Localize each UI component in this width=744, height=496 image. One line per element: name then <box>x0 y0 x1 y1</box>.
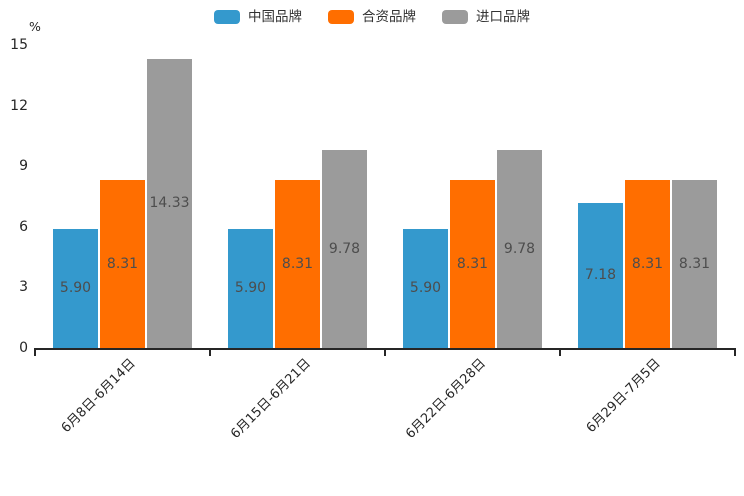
bar-1-group-0: 8.31 <box>100 180 145 348</box>
y-tick-label: 9 <box>19 158 28 175</box>
bar-value-label: 5.90 <box>409 280 442 297</box>
bar-0-group-0: 5.90 <box>53 228 98 348</box>
bar-0-group-1: 5.90 <box>228 228 273 348</box>
x-category-label: 6月29日-7月5日 <box>584 356 665 436</box>
legend-swatch-icon <box>442 10 468 24</box>
bar-2-group-0: 14.33 <box>147 58 192 348</box>
x-axis-tick <box>734 348 736 356</box>
bar-value-label: 8.31 <box>678 256 711 273</box>
bar-0-group-3: 7.18 <box>578 202 623 348</box>
bar-0-group-2: 5.90 <box>403 228 448 348</box>
x-category-label: 6月8日-6月14日 <box>59 356 140 436</box>
bar-value-label: 7.18 <box>584 267 617 284</box>
bar-2-group-1: 9.78 <box>322 150 367 348</box>
y-tick-label: 3 <box>19 279 28 296</box>
bar-value-label: 9.78 <box>328 241 361 258</box>
y-axis-unit-label: % <box>29 19 41 34</box>
x-axis-tick <box>209 348 211 356</box>
legend-item-1[interactable]: 合资品牌 <box>328 8 416 26</box>
bar-2-group-2: 9.78 <box>497 150 542 348</box>
bar-1-group-1: 8.31 <box>275 180 320 348</box>
legend-label: 合资品牌 <box>362 9 416 25</box>
y-tick-label: 6 <box>19 218 28 235</box>
y-tick-label: 12 <box>10 97 28 114</box>
bar-value-label: 8.31 <box>631 256 664 273</box>
bar-value-label: 14.33 <box>149 195 190 212</box>
bar-value-label: 8.31 <box>456 256 489 273</box>
legend-swatch-icon <box>214 10 240 24</box>
legend-label: 进口品牌 <box>476 9 530 25</box>
bar-value-label: 8.31 <box>106 256 139 273</box>
x-category-label: 6月22日-6月28日 <box>403 356 490 442</box>
bar-value-label: 9.78 <box>503 241 536 258</box>
legend: 中国品牌 合资品牌 进口品牌 <box>0 8 744 26</box>
x-category-label: 6月15日-6月21日 <box>228 356 315 442</box>
bar-value-label: 5.90 <box>234 280 267 297</box>
bar-value-label: 8.31 <box>281 256 314 273</box>
legend-label: 中国品牌 <box>248 9 302 25</box>
bar-value-label: 5.90 <box>59 280 92 297</box>
y-tick-label: 15 <box>10 37 28 53</box>
bar-2-group-3: 8.31 <box>672 180 717 348</box>
x-axis-tick <box>34 348 36 356</box>
legend-item-0[interactable]: 中国品牌 <box>214 8 302 26</box>
y-tick-label: 0 <box>19 340 28 356</box>
x-axis-tick <box>384 348 386 356</box>
x-axis-tick <box>559 348 561 356</box>
bar-1-group-3: 8.31 <box>625 180 670 348</box>
legend-swatch-icon <box>328 10 354 24</box>
bar-1-group-2: 8.31 <box>450 180 495 348</box>
legend-item-2[interactable]: 进口品牌 <box>442 8 530 26</box>
